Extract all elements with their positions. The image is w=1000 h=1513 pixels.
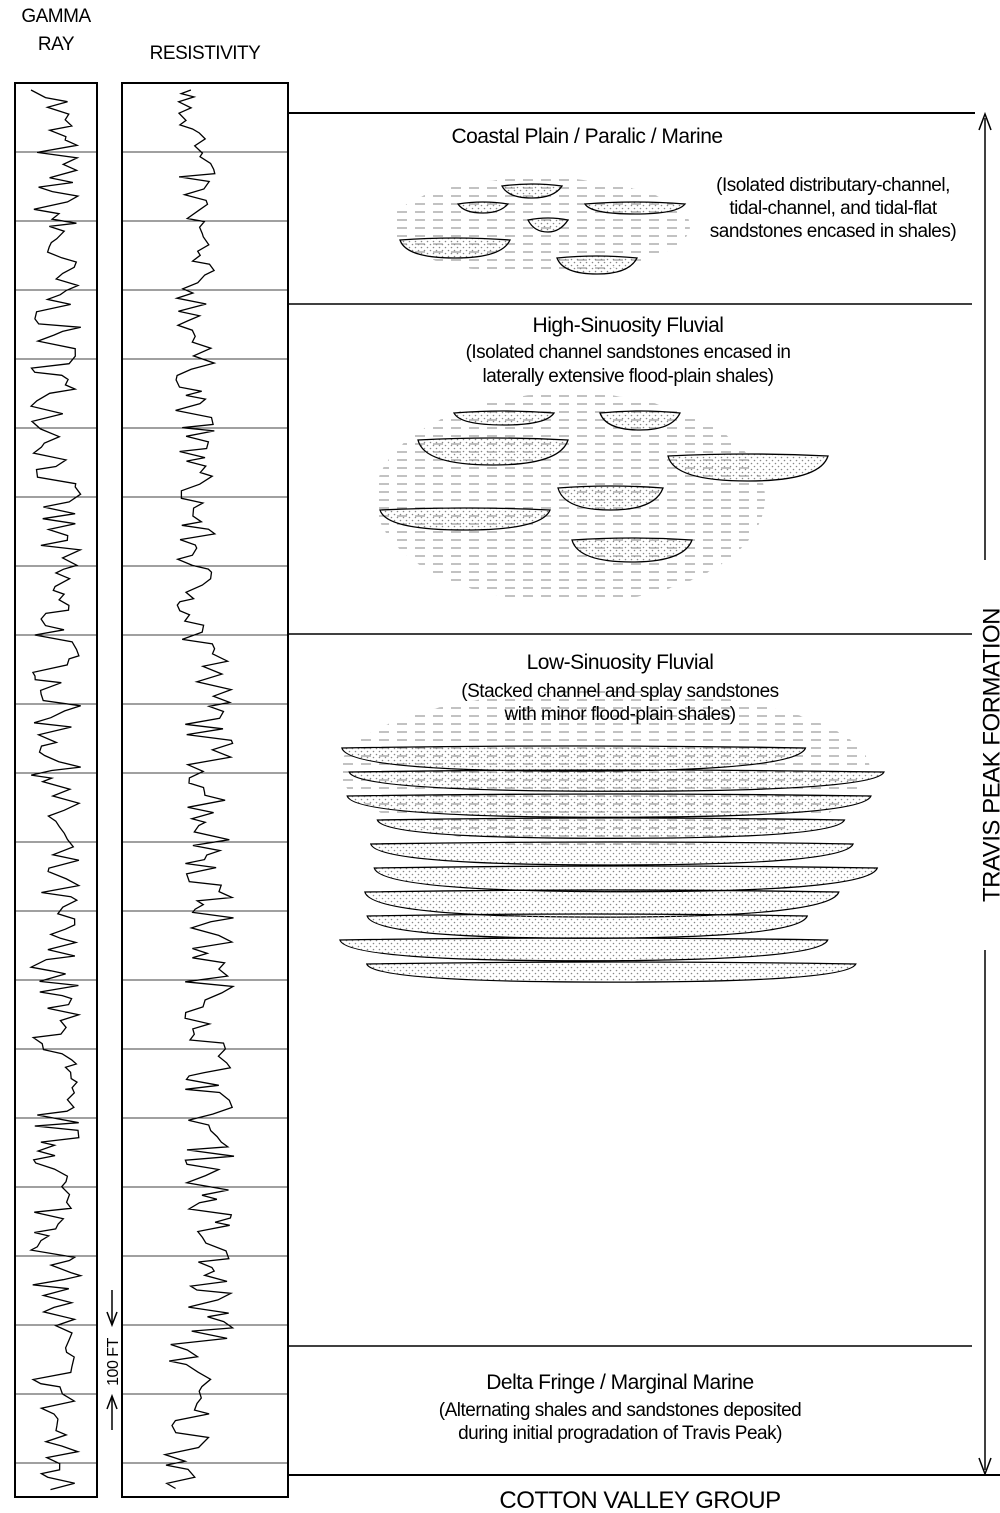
sandstone [377,818,844,838]
interval-title: High-Sinuosity Fluvial [533,314,724,337]
gamma-track [15,83,97,1497]
sandstone [367,914,807,938]
interval-description: tidal-channel, and tidal-flat [729,198,938,219]
figure: GAMMA RAY RESISTIVITY 100 FT Coastal Pla… [0,0,1000,1513]
interval-title: Low-Sinuosity Fluvial [527,651,714,674]
resistivity-curve [165,90,234,1489]
formation-label: TRAVIS PEAK FORMATION [978,608,1000,902]
sandstone [371,842,853,865]
header: RESISTIVITY [150,43,261,64]
interval-description: (Alternating shales and sandstones depos… [439,1400,801,1421]
interval-title: Coastal Plain / Paralic / Marine [451,125,722,148]
interval-description: laterally extensive flood-plain shales) [483,366,774,387]
sandstone [365,890,839,917]
header: RAY [38,34,75,55]
log-curves [15,90,288,1490]
interval-description: during initial progradation of Travis Pe… [458,1423,782,1444]
interval-description: (Isolated distributary-channel, [716,175,950,196]
header: GAMMA [21,6,91,27]
gamma-curve [31,90,81,1490]
base-unit-label: COTTON VALLEY GROUP [499,1487,780,1513]
scale-label: 100 FT [105,1337,122,1385]
sandstone [340,938,828,961]
sandstone [367,962,856,982]
interval-title: Delta Fringe / Marginal Marine [486,1371,753,1394]
interval-description: sandstones encased in shales) [710,221,957,242]
interval-description: with minor flood-plain shales) [503,704,735,725]
interval-description: (Stacked channel and splay sandstones [461,681,778,702]
sandstone [374,866,877,892]
interval-description: (Isolated channel sandstones encased in [466,342,791,363]
sketches [340,178,884,982]
